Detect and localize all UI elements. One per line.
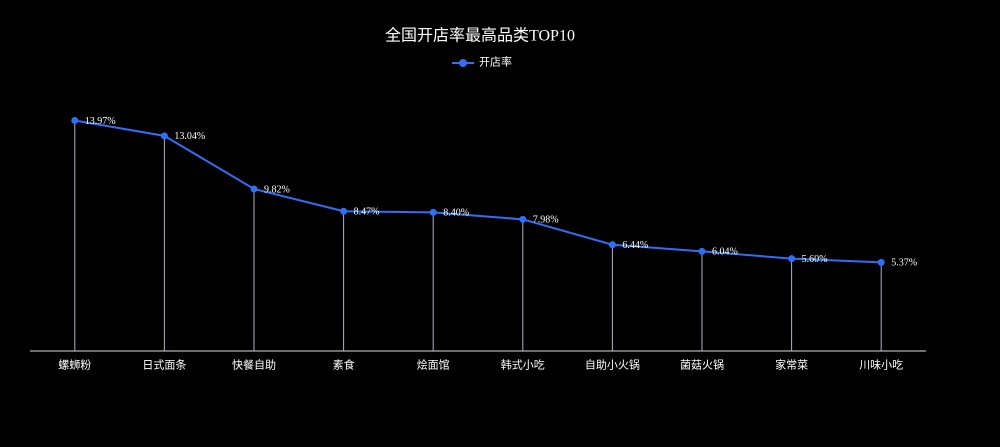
- point: [429, 208, 437, 216]
- x-tick-label: 烩面馆: [417, 358, 450, 372]
- data-label: 5.60%: [802, 254, 828, 265]
- point: [71, 116, 79, 124]
- data-label: 8.40%: [443, 208, 469, 219]
- x-tick-label: 自助小火锅: [585, 358, 640, 372]
- point: [788, 255, 796, 263]
- point: [250, 185, 258, 193]
- x-tick-label: 家常菜: [775, 358, 808, 372]
- data-label: 5.37%: [891, 258, 917, 269]
- point: [698, 247, 706, 255]
- data-label: 9.82%: [264, 184, 290, 195]
- x-tick-label: 素食: [333, 358, 355, 372]
- point: [160, 132, 168, 140]
- x-tick-label: 韩式小吃: [501, 358, 545, 372]
- data-label: 6.04%: [712, 247, 738, 258]
- legend-label: 开店率: [479, 55, 512, 69]
- x-tick-label: 螺蛳粉: [58, 359, 91, 372]
- data-label: 8.47%: [354, 207, 380, 218]
- x-tick-label: 川味小吃: [859, 359, 903, 372]
- point: [608, 241, 616, 249]
- data-label: 6.44%: [622, 240, 648, 251]
- data-label: 7.98%: [533, 215, 559, 226]
- legend-marker: [459, 59, 467, 67]
- data-label: 13.97%: [85, 116, 116, 127]
- point: [877, 258, 885, 266]
- series-line: [74, 119, 882, 264]
- x-tick-label: 菌菇火锅: [680, 358, 724, 372]
- point: [519, 215, 527, 223]
- data-label: 13.04%: [174, 131, 205, 142]
- x-tick-label: 快餐自助: [232, 358, 276, 372]
- chart-title: 全国开店率最高品类TOP10: [385, 27, 575, 45]
- x-tick-label: 日式面条: [142, 358, 186, 372]
- point: [340, 207, 348, 215]
